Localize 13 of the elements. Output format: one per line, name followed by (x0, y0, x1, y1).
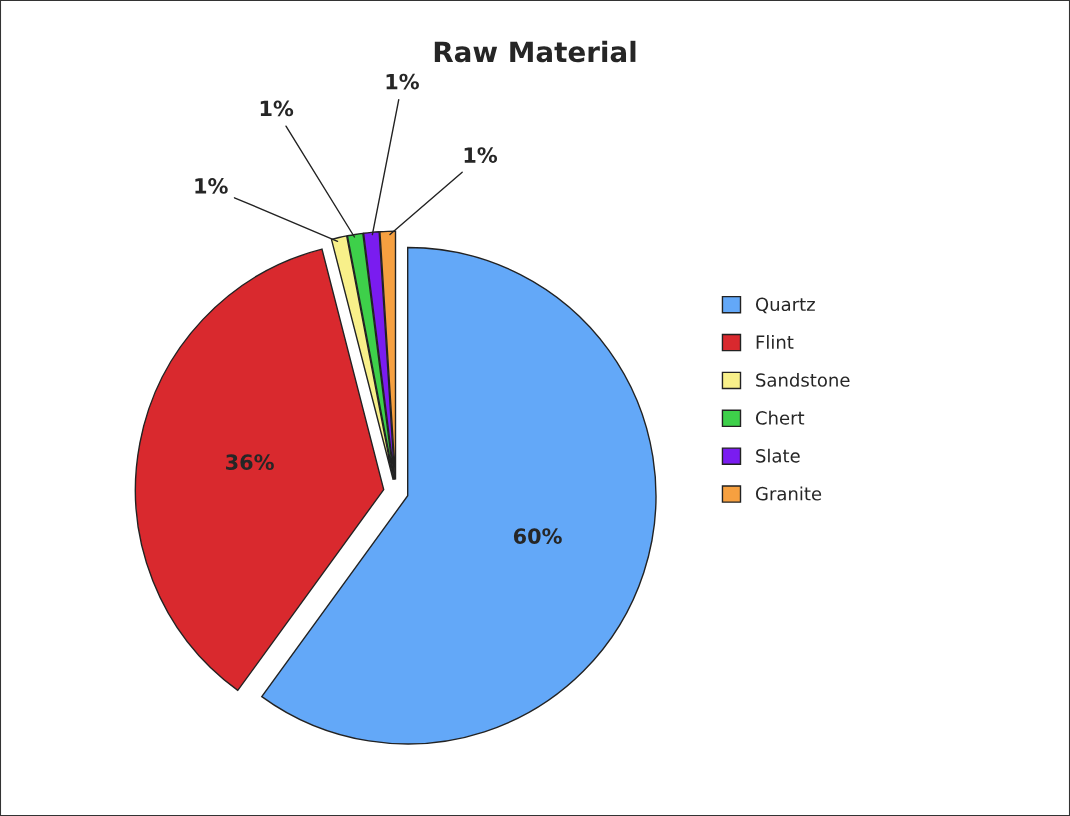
legend-label: Slate (756, 448, 800, 463)
data-label: 1% (464, 147, 498, 163)
data-label: 60% (513, 528, 562, 544)
legend-label: Quartz (755, 297, 815, 314)
legend-label: Sandstone (756, 372, 850, 387)
legend-label: Flint (756, 335, 794, 349)
data-label: 36% (226, 454, 274, 471)
chart-title: Raw Material (434, 40, 636, 63)
legend-label: Chert (755, 410, 805, 425)
legend-label: Granite (755, 486, 822, 501)
data-label: 1% (260, 100, 294, 117)
data-label: 1% (195, 178, 228, 194)
data-label: 1% (386, 73, 419, 90)
